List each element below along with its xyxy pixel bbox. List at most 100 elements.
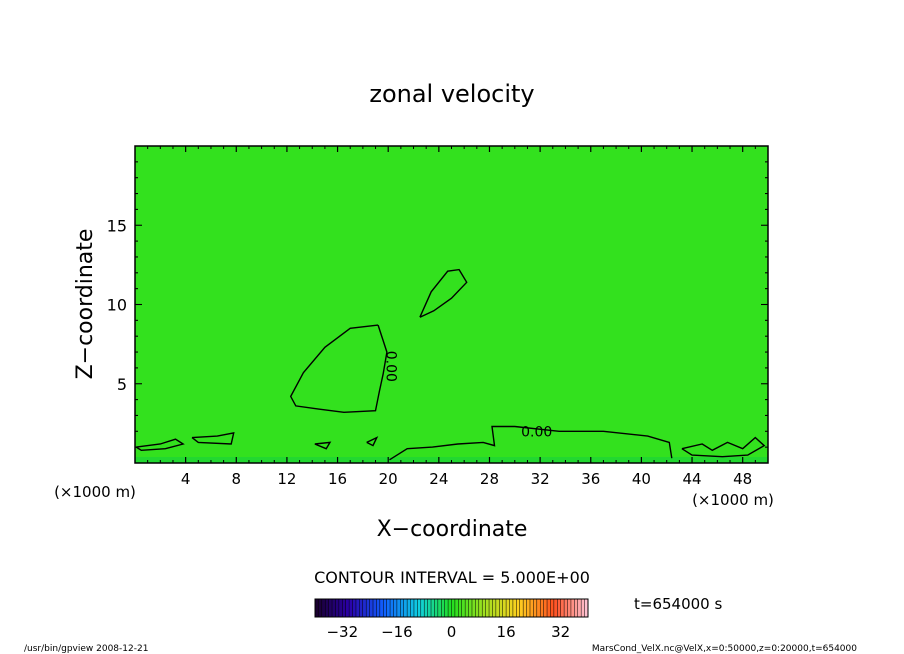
colorbar-cell [529,599,534,617]
y-tick-label: 5 [117,375,127,394]
contour-interval-label: CONTOUR INTERVAL = 5.000E+00 [314,568,590,587]
colorbar-cell [359,599,364,617]
colorbar-cell [444,599,449,617]
colorbar-cell [482,599,486,617]
colorbar-cell [376,599,381,617]
colorbar-cell [543,599,548,617]
contour-line [135,438,185,452]
colorbar-cell [349,599,353,617]
colorbar-cell [407,599,411,617]
colorbar-cell [458,599,463,617]
colorbar-cell [342,599,347,617]
colorbar-cell [550,599,555,617]
colorbar-cell [403,599,408,617]
footer-left: /usr/bin/gpview 2008-12-21 [24,644,148,654]
contour-line [314,441,332,450]
colorbar-cell [431,599,435,617]
x-tick-label: 48 [733,470,752,488]
colorbar-cell [560,599,565,617]
colorbar-cell [512,599,517,617]
x-tick-label: 24 [429,470,448,488]
colorbar-cell [533,599,538,617]
colorbar-cell [410,599,415,617]
colorbar-cell [478,599,483,617]
colorbar-tick-label: −16 [381,623,413,641]
colorbar-cell [325,599,329,617]
colorbar-cell [379,599,384,617]
x-tick-label: 8 [232,470,242,488]
x-tick-label: 16 [328,470,347,488]
colorbar-cell [441,599,445,617]
colorbar-stripes [314,599,589,617]
x-tick-label: 36 [581,470,600,488]
colorbar-cell [567,599,572,617]
contour-line [389,425,673,461]
colorbar-cell [448,599,452,617]
colorbar-cell [396,599,401,617]
colorbar-cell [553,599,558,617]
colorbar-cell [509,599,514,617]
colorbar-cell [434,599,439,617]
colorbar-cell [495,599,500,617]
colorbar-cell [424,599,428,617]
colorbar-frame [314,598,589,618]
colorbar-cell [386,599,391,617]
colorbar-cell [523,599,527,617]
colorbar-cell [400,599,405,617]
colorbar-cell [451,599,456,617]
colorbar-cell [328,599,333,617]
colorbar-cell [584,599,589,617]
colorbar-cell [352,599,357,617]
colorbar-cell [502,599,507,617]
colorbar: −32 −16 0 16 32 [314,598,589,641]
contour-line [191,432,235,445]
colorbar-cell [393,599,398,617]
y-tick-label: 10 [107,296,127,315]
colorbar-cell [465,599,469,617]
colorbar-cell [471,599,476,617]
colorbar-cell [335,599,340,617]
colorbar-cell [390,599,394,617]
colorbar-cell [581,599,585,617]
x-tick-label: 28 [480,470,499,488]
colorbar-cell [362,599,367,617]
colorbar-cell [420,599,425,617]
colorbar-cell [570,599,575,617]
x-axis-ticks: 4 8 12 16 20 24 28 32 36 40 44 48 [147,146,756,488]
colorbar-tick-label: 16 [497,623,516,641]
contour-line [419,268,468,318]
colorbar-cell [366,599,370,617]
colorbar-cell [526,599,531,617]
colorbar-cell [315,599,319,617]
colorbar-cell [461,599,466,617]
colorbar-cell [547,599,551,617]
x-tick-label: 32 [531,470,550,488]
x-tick-label: 40 [632,470,651,488]
colorbar-cell [540,599,544,617]
colorbar-cell [321,599,326,617]
colorbar-tick-label: 0 [447,623,457,641]
colorbar-tick-labels: −32 −16 0 16 32 [326,623,570,641]
colorbar-cell [485,599,490,617]
colorbar-cell [345,599,350,617]
footer-right: MarsCond_VelX.nc@VelX,x=0:50000,z=0:2000… [592,644,857,654]
colorbar-cell [373,599,377,617]
y-axis-label: Z−coordinate [73,229,98,380]
colorbar-cell [499,599,503,617]
colorbar-cell [318,599,323,617]
contour-line [289,324,388,414]
colorbar-cell [468,599,473,617]
x-tick-label: 20 [379,470,398,488]
x-tick-label: 12 [277,470,296,488]
colorbar-cell [574,599,579,617]
y-tick-label: 15 [107,216,127,235]
colorbar-cell [437,599,442,617]
colorbar-cell [332,599,336,617]
colorbar-cell [536,599,541,617]
y-axis-ticks: 5 10 15 [107,161,768,448]
x-axis-label: X−coordinate [377,517,528,542]
colorbar-cell [516,599,521,617]
colorbar-cell [519,599,524,617]
